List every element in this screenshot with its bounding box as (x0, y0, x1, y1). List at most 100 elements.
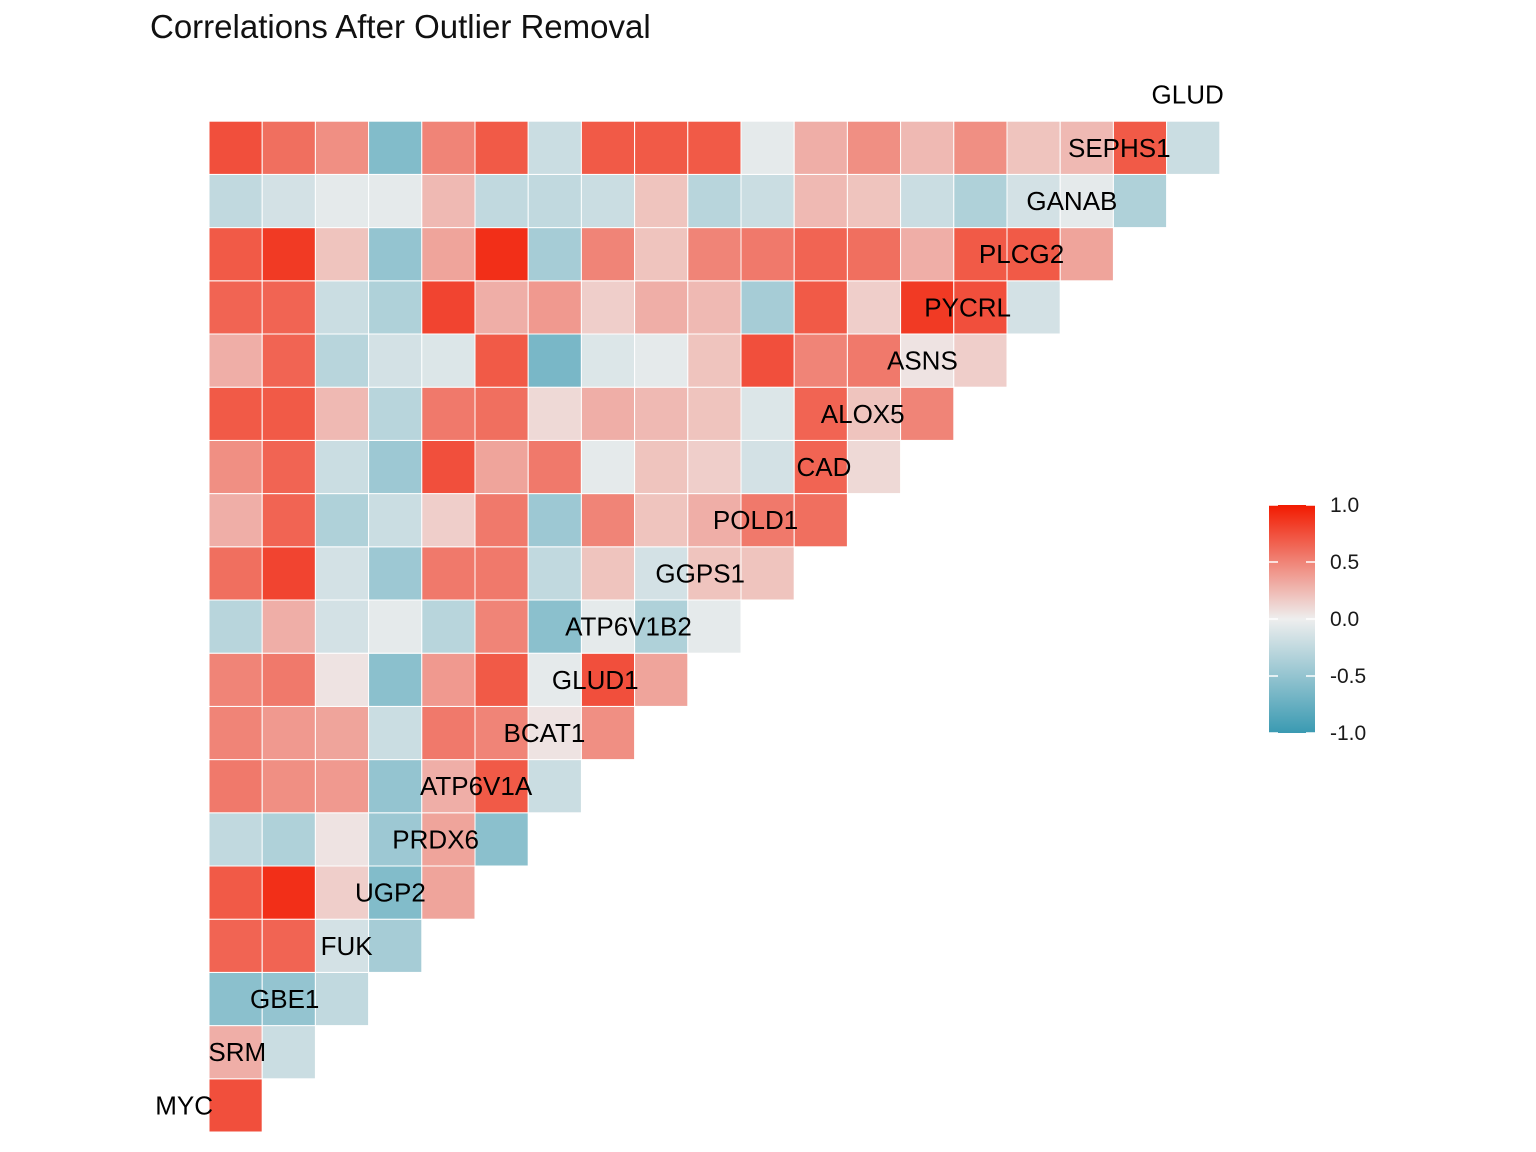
heatmap-cell-ugp2-srm (261, 918, 316, 973)
heatmap-cell-asns-alox5 (900, 386, 955, 441)
color-legend: 1.0 0.5 0.0 -0.5 -1.0 (1269, 494, 1366, 745)
heatmap-cell-atp6v1a-myc (208, 812, 263, 867)
heatmap-cell-ganab-gbe1 (314, 227, 370, 282)
heatmap-cell-pycrl-myc (208, 333, 263, 388)
heatmap-cell-plcg2-fuk (368, 280, 423, 335)
heatmap-cell-sephs1-pold1 (793, 173, 848, 229)
variable-label-atp6v1a: ATP6V1A (420, 771, 533, 801)
variable-label-fuk: FUK (321, 931, 374, 961)
heatmap-cell-pycrl-alox5 (900, 333, 955, 388)
heatmap-cell-sephs1-ggps1 (740, 173, 795, 229)
heatmap-cell-ganab-cad (846, 227, 902, 282)
legend-tick-label: 1.0 (1330, 494, 1359, 517)
heatmap-cell-ganab-fuk (368, 227, 423, 282)
heatmap-cell-sephs1-myc (208, 173, 263, 229)
heatmap-cell-pycrl-asns (953, 333, 1008, 388)
heatmap-cell-alox5-gbe1 (314, 439, 370, 495)
heatmap-cell-alox5-fuk (368, 439, 423, 495)
heatmap-cell-plcg2-myc (208, 280, 263, 335)
heatmap-cell-pycrl-bcat1 (580, 333, 636, 388)
heatmap-cell-asns-prdx6 (474, 386, 529, 441)
heatmap-cell-atp6v1b2-ugp2 (421, 652, 476, 707)
heatmap-cell-glud-sephs1 (1166, 120, 1221, 175)
heatmap-cell-prdx6-ugp2 (421, 865, 476, 920)
variable-label-bcat1: BCAT1 (504, 718, 586, 748)
heatmap-cell-asns-gbe1 (314, 386, 370, 441)
heatmap-cell-prdx6-myc (208, 865, 263, 920)
heatmap-cell-ganab-srm (261, 227, 316, 282)
heatmap-cell-prdx6-gbe1 (314, 865, 370, 920)
heatmap-cell-sephs1-plcg2 (1059, 173, 1114, 229)
legend-ticks: 1.0 0.5 0.0 -0.5 -1.0 (1269, 494, 1366, 745)
heatmap-cell-atp6v1b2-myc (208, 652, 263, 707)
heatmap-cell-atp6v1a-fuk (368, 812, 423, 867)
heatmap-cell-cad-fuk (368, 493, 423, 548)
heatmap-cell-plcg2-cad (846, 280, 902, 335)
heatmap-cell-alox5-atp6v1b2 (687, 439, 742, 495)
heatmap-cell-bcat1-atp6v1a (527, 759, 582, 814)
heatmap-cell-pycrl-ggps1 (740, 333, 795, 388)
heatmap-cell-pold1-atp6v1b2 (687, 546, 742, 601)
heatmap-cell-sephs1-bcat1 (580, 173, 636, 229)
heatmap-cell-glud-pold1 (793, 120, 848, 175)
heatmap-cell-bcat1-srm (261, 759, 316, 814)
variable-label-pold1: POLD1 (713, 505, 798, 535)
heatmap-cell-atp6v1a-gbe1 (314, 812, 370, 867)
heatmap-cell-ganab-prdx6 (474, 227, 529, 282)
heatmap-cell-ganab-bcat1 (580, 227, 636, 282)
heatmap-cell-atp6v1b2-prdx6 (474, 652, 529, 707)
heatmap-cell-ggps1-atp6v1b2 (687, 599, 742, 654)
heatmap-cell-ggps1-srm (261, 599, 316, 654)
heatmap-cell-cad-gbe1 (314, 493, 370, 548)
heatmap-cell-ggps1-bcat1 (580, 599, 636, 654)
heatmap-cell-sephs1-srm (261, 173, 316, 229)
heatmap-cell-pold1-fuk (368, 546, 423, 601)
heatmap-cell-prdx6-fuk (368, 865, 423, 920)
heatmap-cell-glud-bcat1 (580, 120, 636, 175)
heatmap-cell-cad-ugp2 (421, 493, 476, 548)
heatmap-cell-fuk-srm (261, 971, 316, 1027)
heatmap-cell-pold1-gbe1 (314, 546, 370, 601)
heatmap-cell-cad-ggps1 (740, 493, 795, 548)
heatmap-cell-atp6v1b2-fuk (368, 652, 423, 707)
heatmap-cell-pold1-ugp2 (421, 546, 476, 601)
heatmap-cell-pold1-atp6v1a (527, 546, 582, 601)
heatmap-cell-pycrl-ugp2 (421, 333, 476, 388)
heatmap-cells (208, 120, 1221, 1133)
heatmap-cell-glud1-ugp2 (421, 705, 476, 761)
heatmap-cell-ggps1-prdx6 (474, 599, 529, 654)
heatmap-cell-asns-ggps1 (740, 386, 795, 441)
heatmap-cell-glud1-srm (261, 705, 316, 761)
heatmap-cell-asns-pold1 (793, 386, 848, 441)
heatmap-cell-bcat1-ugp2 (421, 759, 476, 814)
variable-label-atp6v1b2: ATP6V1B2 (565, 612, 692, 642)
heatmap-cell-sephs1-alox5 (900, 173, 955, 229)
heatmap-cell-alox5-prdx6 (474, 439, 529, 495)
heatmap-cell-alox5-ugp2 (421, 439, 476, 495)
variable-label-ugp2: UGP2 (355, 878, 426, 908)
legend-tick-label: 0.5 (1330, 551, 1359, 574)
heatmap-cell-plcg2-pycrl (1006, 280, 1061, 335)
heatmap-cell-plcg2-atp6v1a (527, 280, 582, 335)
heatmap-cell-glud-gbe1 (314, 120, 370, 175)
heatmap-cell-glud1-fuk (368, 705, 423, 761)
heatmap-cell-glud-cad (846, 120, 902, 175)
heatmap-cell-pycrl-prdx6 (474, 333, 529, 388)
heatmap-cell-pycrl-pold1 (793, 333, 848, 388)
heatmap-cell-atp6v1a-srm (261, 812, 316, 867)
heatmap-cell-cad-glud1 (634, 493, 689, 548)
heatmap-cell-plcg2-prdx6 (474, 280, 529, 335)
heatmap-cell-pold1-prdx6 (474, 546, 529, 601)
heatmap-cell-pold1-myc (208, 546, 263, 601)
heatmap-cell-plcg2-asns (953, 280, 1008, 335)
heatmap-cell-glud1-gbe1 (314, 705, 370, 761)
heatmap-cell-ggps1-fuk (368, 599, 423, 654)
heatmap-cell-alox5-pold1 (793, 439, 848, 495)
heatmap-cell-ganab-pycrl (1006, 227, 1061, 282)
variable-label-ggps1: GGPS1 (655, 558, 745, 588)
heatmap-cell-plcg2-atp6v1b2 (687, 280, 742, 335)
heatmap-cell-ganab-atp6v1b2 (687, 227, 742, 282)
heatmap-cell-glud-asns (953, 120, 1008, 175)
heatmap-cell-sephs1-ugp2 (421, 173, 476, 229)
